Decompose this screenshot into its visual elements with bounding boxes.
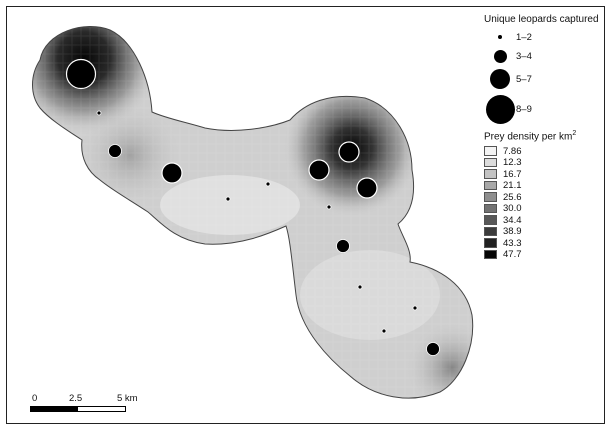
capture-site-marker[interactable]	[308, 159, 330, 181]
capture-site-marker[interactable]	[412, 305, 418, 311]
capture-site-marker[interactable]	[265, 181, 271, 187]
density-class-label: 25.6	[503, 191, 522, 203]
density-swatch	[484, 146, 497, 156]
capture-symbol-small	[498, 35, 502, 39]
density-class-label: 43.3	[503, 237, 522, 249]
density-class: 47.7	[484, 249, 606, 261]
capture-class-1-2: 1–2	[484, 28, 606, 46]
capture-legend-title: Unique leopards captured	[484, 14, 599, 25]
capture-site-marker[interactable]	[356, 177, 378, 199]
map-legend: Unique leopards captured 1–2 3–4 5–7 8–9…	[484, 14, 606, 260]
scale-segment-dark	[30, 406, 78, 412]
density-class: 25.6	[484, 191, 606, 203]
density-class: 16.7	[484, 168, 606, 180]
capture-site-marker[interactable]	[65, 58, 97, 90]
density-title-text: Prey density per km	[484, 131, 573, 143]
capture-site-marker[interactable]	[357, 284, 363, 290]
density-class-label: 12.3	[503, 157, 522, 169]
capture-site-marker[interactable]	[338, 141, 360, 163]
capture-site-marker[interactable]	[108, 144, 122, 158]
density-swatch	[484, 215, 497, 225]
capture-site-marker[interactable]	[96, 110, 102, 116]
capture-symbol-large	[490, 69, 510, 89]
capture-class-5-7: 5–7	[484, 66, 606, 92]
scale-label-middle: 2.5	[69, 393, 83, 404]
capture-class-label: 5–7	[516, 73, 532, 85]
capture-class-label: 3–4	[516, 50, 532, 62]
density-class: 12.3	[484, 157, 606, 169]
density-class-label: 21.1	[503, 180, 522, 192]
density-class: 7.86	[484, 145, 606, 157]
density-swatch	[484, 226, 497, 237]
density-class-label: 16.7	[503, 168, 522, 180]
capture-site-marker[interactable]	[426, 342, 440, 356]
scale-bar-graphic	[30, 406, 170, 412]
scale-label-end: 5 km	[117, 393, 138, 404]
scale-segment-light	[78, 406, 126, 412]
density-legend: 7.86 12.3 16.7 21.1 25.6 30.0 34.4 38.9 43.3 47.7	[484, 145, 606, 260]
capture-site-marker[interactable]	[336, 239, 350, 253]
density-title-superscript: 2	[572, 130, 577, 137]
capture-site-marker[interactable]	[381, 328, 387, 334]
scale-label-start: 0	[32, 393, 38, 404]
capture-site-marker[interactable]	[225, 196, 231, 202]
capture-class-label: 1–2	[516, 31, 532, 43]
density-swatch	[484, 238, 497, 248]
scale-bar: 0 2.5 5 km	[30, 393, 170, 412]
density-swatch	[484, 192, 497, 202]
capture-class-label: 8–9	[516, 103, 532, 115]
capture-sites	[65, 58, 440, 356]
density-swatch	[484, 249, 497, 260]
density-class-label: 30.0	[503, 203, 522, 215]
density-class: 34.4	[484, 214, 606, 226]
density-class-label: 47.7	[503, 249, 522, 261]
density-swatch	[484, 157, 497, 168]
density-swatch	[484, 180, 497, 191]
capture-symbol-medium	[493, 49, 507, 63]
capture-legend: 1–2 3–4 5–7 8–9	[484, 28, 606, 126]
density-class: 38.9	[484, 226, 606, 238]
capture-symbol-xlarge	[485, 94, 515, 124]
density-class: 21.1	[484, 180, 606, 192]
density-class-label: 34.4	[503, 214, 522, 226]
density-swatch	[484, 169, 497, 179]
density-class: 30.0	[484, 203, 606, 215]
density-swatch	[484, 203, 497, 214]
density-class-label: 7.86	[503, 145, 522, 157]
capture-site-marker[interactable]	[326, 204, 332, 210]
capture-class-3-4: 3–4	[484, 46, 606, 66]
density-legend-title: Prey density per km2	[484, 130, 606, 142]
scale-bar-labels: 0 2.5 5 km	[30, 393, 170, 405]
density-class: 43.3	[484, 237, 606, 249]
capture-site-marker[interactable]	[161, 162, 183, 184]
density-class-label: 38.9	[503, 226, 522, 238]
capture-class-8-9: 8–9	[484, 92, 606, 126]
